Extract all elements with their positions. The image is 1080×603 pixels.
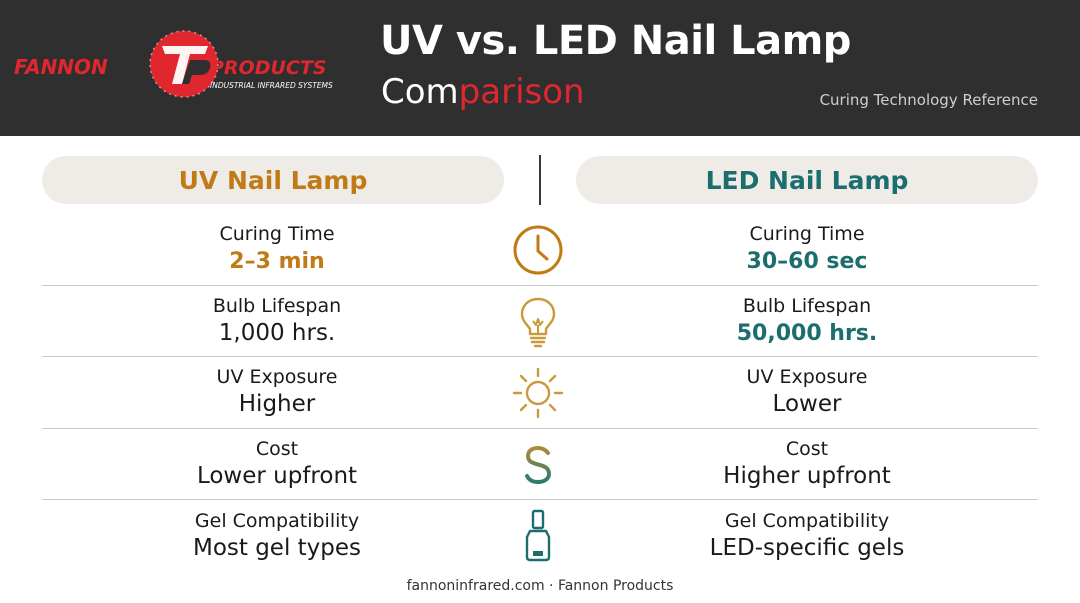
uv-label: Bulb Lifespan [212, 294, 342, 317]
uv-cell: Curing Time 2–3 min [42, 214, 512, 285]
uv-label: Gel Compatibility [194, 510, 360, 533]
uv-label: UV Exposure [216, 366, 338, 389]
dollar-icon [509, 436, 567, 494]
logo-tagline: INDUSTRIAL INFRARED SYSTEMS [210, 81, 333, 90]
column-divider [539, 155, 541, 205]
lightbulb-icon [509, 293, 567, 351]
header-subtitle: Curing Technology Reference [819, 91, 1038, 109]
uv-value: 1,000 hrs. [218, 319, 336, 346]
header-bar: FANNON PRODUCTS INDUSTRIAL INFRARED SYST… [0, 0, 1080, 136]
uv-column-heading: UV Nail Lamp [42, 156, 504, 204]
led-column-heading: LED Nail Lamp [576, 156, 1038, 204]
page-title: UV vs. LED Nail Lamp [380, 18, 851, 64]
footer-credit: fannoninfrared.com · Fannon Products [406, 578, 674, 594]
sun-icon [509, 364, 567, 422]
logo-graphic: FANNON PRODUCTS INDUSTRIAL INFRARED SYST… [14, 30, 333, 98]
led-cell: UV Exposure Lower [576, 357, 1038, 428]
uv-value: Higher [238, 391, 316, 418]
led-cell: Gel Compatibility LED-specific gels [576, 500, 1038, 572]
uv-value: 2–3 min [229, 249, 325, 275]
led-value: LED-specific gels [709, 535, 905, 562]
uv-value: Lower upfront [196, 463, 358, 490]
led-value: Higher upfront [723, 463, 891, 490]
led-label: UV Exposure [746, 366, 868, 389]
led-value: 30–60 sec [746, 249, 868, 275]
title-part-plain: Com [381, 72, 459, 112]
uv-label: Cost [255, 438, 299, 461]
comparison-row-bulb-lifespan: Bulb Lifespan 1,000 hrs. Bulb Lifespan 5… [42, 286, 1038, 358]
uv-cell: Bulb Lifespan 1,000 hrs. [42, 286, 512, 357]
clock-icon [509, 221, 567, 279]
comparison-row-uv-exposure: UV Exposure Higher UV Exposure Lo [42, 357, 1038, 429]
led-label: Bulb Lifespan [742, 294, 872, 317]
comparison-row-cost: Cost Lower upfront Cost Higher upfront [42, 429, 1038, 501]
title-part-accent: parison [458, 72, 585, 112]
led-cell: Curing Time 30–60 sec [576, 214, 1038, 285]
page-title-line-2: Comparison [381, 72, 585, 112]
led-value: Lower [772, 391, 842, 418]
uv-value: Most gel types [192, 535, 362, 562]
fannon-products-logo: FANNON PRODUCTS INDUSTRIAL INFRARED SYST… [14, 26, 359, 110]
led-cell: Bulb Lifespan 50,000 hrs. [576, 286, 1038, 357]
led-label: Cost [785, 438, 829, 461]
uv-cell: Cost Lower upfront [42, 429, 512, 500]
logo-brand-right: PRODUCTS [210, 57, 327, 79]
uv-cell: Gel Compatibility Most gel types [42, 500, 512, 572]
led-label: Curing Time [749, 223, 865, 246]
nail-polish-icon [509, 507, 567, 565]
comparison-table: Curing Time 2–3 min Curing Time 30–60 se… [42, 214, 1038, 572]
led-value: 50,000 hrs. [736, 320, 878, 346]
comparison-row-gel-compatibility: Gel Compatibility Most gel types Gel Com… [42, 500, 1038, 572]
uv-label: Curing Time [219, 223, 335, 246]
led-label: Gel Compatibility [724, 510, 890, 533]
led-cell: Cost Higher upfront [576, 429, 1038, 500]
comparison-row-curing-time: Curing Time 2–3 min Curing Time 30–60 se… [42, 214, 1038, 286]
logo-brand-left: FANNON [14, 55, 108, 79]
uv-cell: UV Exposure Higher [42, 357, 512, 428]
